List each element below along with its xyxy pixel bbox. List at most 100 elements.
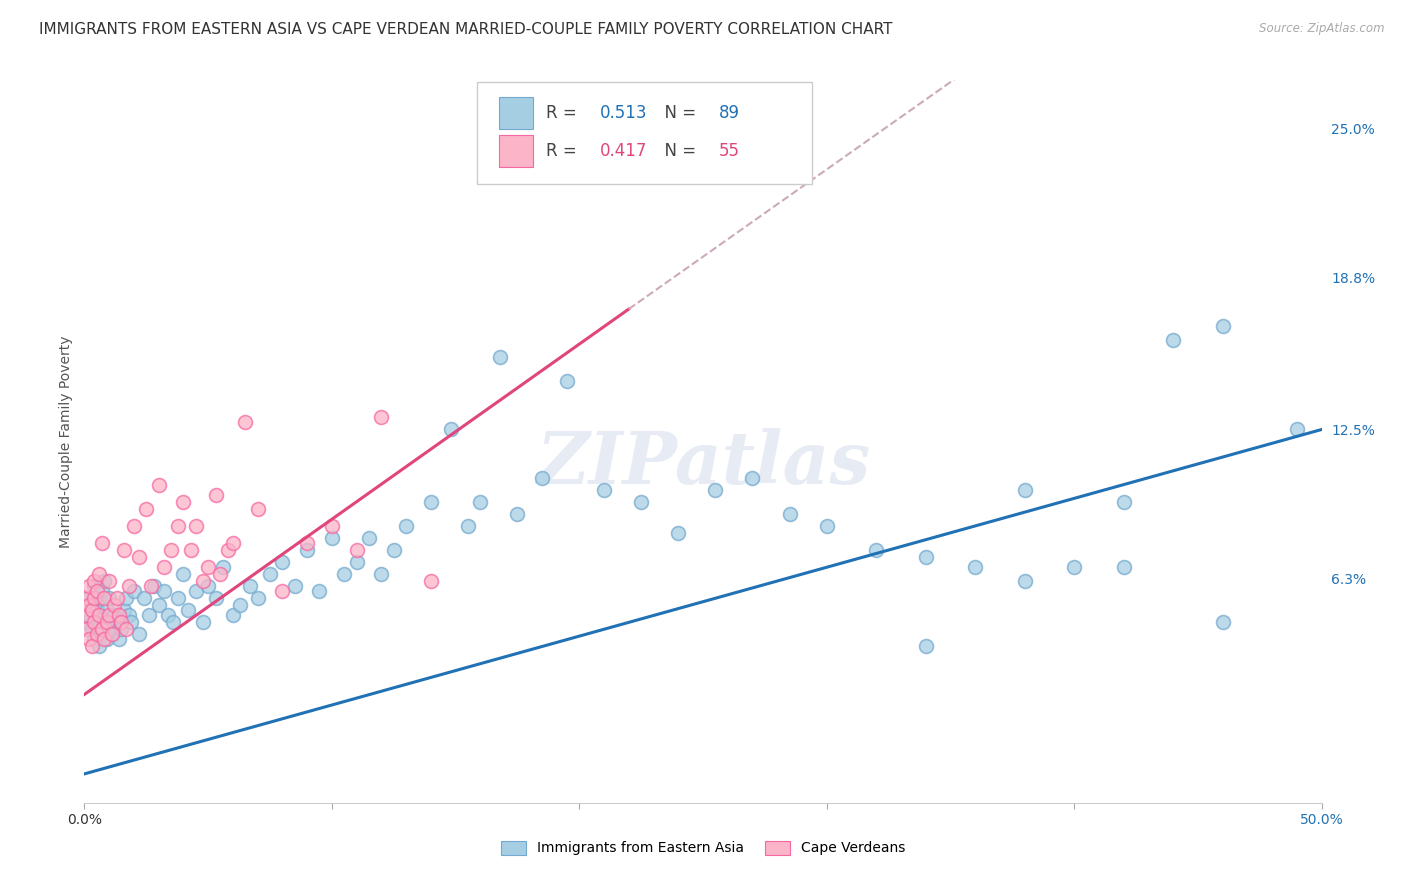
Point bbox=[1212, 615, 1234, 630]
Point bbox=[108, 632, 131, 646]
Point bbox=[741, 471, 763, 485]
Point bbox=[79, 632, 101, 646]
Point bbox=[914, 639, 936, 653]
Point bbox=[419, 574, 441, 589]
Point bbox=[93, 574, 115, 589]
Text: R =: R = bbox=[546, 103, 582, 122]
Point bbox=[167, 518, 190, 533]
Text: 0.417: 0.417 bbox=[600, 142, 648, 160]
Point bbox=[79, 591, 101, 606]
Point bbox=[246, 591, 269, 606]
Point bbox=[184, 518, 207, 533]
Point bbox=[83, 574, 105, 589]
Text: ZIPatlas: ZIPatlas bbox=[536, 428, 870, 499]
Point bbox=[233, 415, 256, 429]
Point bbox=[98, 574, 121, 589]
Point bbox=[333, 567, 356, 582]
Point bbox=[135, 502, 157, 516]
Point bbox=[271, 583, 294, 598]
Point bbox=[110, 615, 132, 630]
Point bbox=[152, 583, 174, 598]
Point bbox=[222, 535, 245, 549]
Point bbox=[83, 591, 105, 606]
Point bbox=[1112, 559, 1135, 574]
Point bbox=[914, 550, 936, 565]
Point bbox=[142, 579, 165, 593]
Point bbox=[295, 542, 318, 557]
Point bbox=[89, 607, 111, 622]
Text: Source: ZipAtlas.com: Source: ZipAtlas.com bbox=[1260, 22, 1385, 36]
Point bbox=[115, 591, 138, 606]
Point bbox=[80, 623, 103, 637]
Point bbox=[1161, 334, 1184, 348]
Point bbox=[80, 603, 103, 617]
Point bbox=[489, 350, 512, 364]
Point bbox=[83, 579, 105, 593]
Point bbox=[98, 623, 121, 637]
Point bbox=[308, 583, 330, 598]
Point bbox=[90, 627, 112, 641]
Point bbox=[79, 579, 101, 593]
Text: 55: 55 bbox=[718, 142, 740, 160]
Point bbox=[1285, 423, 1308, 437]
Point bbox=[1063, 559, 1085, 574]
Point bbox=[103, 607, 125, 622]
Point bbox=[93, 591, 115, 606]
Point bbox=[555, 375, 578, 389]
Point bbox=[160, 542, 183, 557]
Point bbox=[83, 615, 105, 630]
FancyBboxPatch shape bbox=[499, 136, 533, 167]
Point bbox=[1112, 494, 1135, 508]
Point bbox=[90, 535, 112, 549]
Text: 0.513: 0.513 bbox=[600, 103, 648, 122]
Point bbox=[370, 567, 392, 582]
Text: N =: N = bbox=[654, 103, 700, 122]
Point bbox=[122, 583, 145, 598]
Point bbox=[80, 599, 103, 613]
Point bbox=[593, 483, 616, 497]
Point bbox=[295, 535, 318, 549]
Point bbox=[157, 607, 180, 622]
Point bbox=[666, 526, 689, 541]
Point bbox=[222, 607, 245, 622]
Y-axis label: Married-Couple Family Poverty: Married-Couple Family Poverty bbox=[59, 335, 73, 548]
Point bbox=[108, 607, 131, 622]
Point bbox=[96, 632, 118, 646]
Point bbox=[217, 542, 239, 557]
Point bbox=[531, 471, 554, 485]
Point bbox=[191, 574, 214, 589]
Point bbox=[184, 583, 207, 598]
Point bbox=[98, 591, 121, 606]
Point bbox=[93, 632, 115, 646]
Point bbox=[815, 518, 838, 533]
Point bbox=[630, 494, 652, 508]
Point bbox=[80, 639, 103, 653]
Point bbox=[271, 555, 294, 569]
Point bbox=[370, 410, 392, 425]
Point bbox=[204, 487, 226, 501]
Point bbox=[177, 603, 200, 617]
Point bbox=[167, 591, 190, 606]
Point bbox=[172, 567, 194, 582]
Point bbox=[439, 423, 461, 437]
Point bbox=[172, 494, 194, 508]
Point bbox=[112, 603, 135, 617]
Point bbox=[141, 579, 163, 593]
Point bbox=[76, 615, 98, 630]
Point bbox=[79, 599, 101, 613]
Point bbox=[86, 627, 108, 641]
Point bbox=[132, 591, 155, 606]
Point bbox=[779, 507, 801, 521]
FancyBboxPatch shape bbox=[499, 97, 533, 128]
Point bbox=[89, 591, 111, 606]
Point bbox=[86, 603, 108, 617]
Point bbox=[1014, 574, 1036, 589]
Point bbox=[105, 615, 128, 630]
Text: 89: 89 bbox=[718, 103, 740, 122]
Point bbox=[204, 591, 226, 606]
Point bbox=[115, 623, 138, 637]
Point bbox=[239, 579, 262, 593]
Point bbox=[197, 579, 219, 593]
Point bbox=[162, 615, 184, 630]
Point bbox=[209, 567, 232, 582]
